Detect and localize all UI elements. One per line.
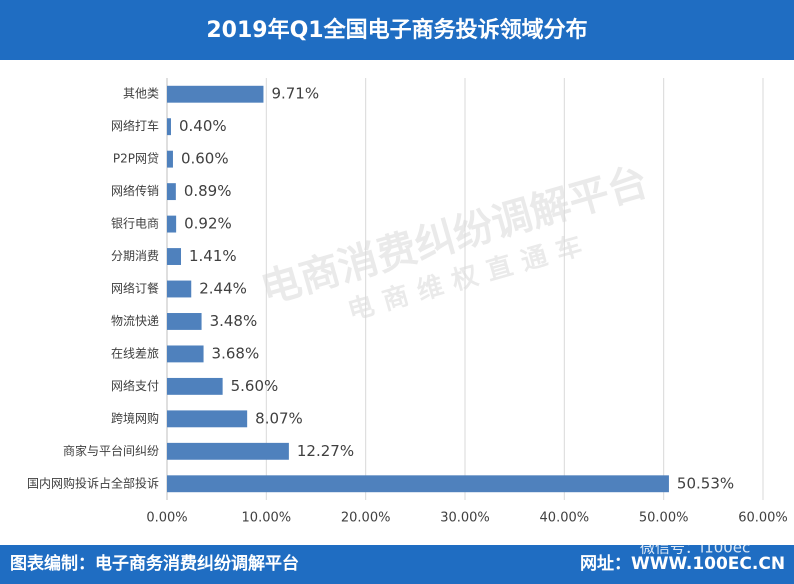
data-label: 1.41% <box>189 247 237 265</box>
data-label: 0.60% <box>181 150 229 168</box>
chart-title: 2019年Q1全国电子商务投诉领域分布 <box>206 17 587 43</box>
bar <box>167 313 202 330</box>
y-tick-label: 在线差旅 <box>111 346 159 360</box>
x-tick-label: 10.00% <box>242 511 292 526</box>
bar <box>167 442 289 460</box>
data-label: 9.71% <box>271 85 319 103</box>
footer-overlay: 微信号：i100ec <box>640 539 750 557</box>
bar <box>167 183 176 201</box>
y-tick-label: 银行电商 <box>111 216 159 231</box>
bar <box>167 280 192 298</box>
data-label: 12.27% <box>297 442 354 460</box>
y-tick-label: 物流快递 <box>111 314 159 328</box>
data-label: 3.68% <box>212 344 260 362</box>
x-tick-label: 50.00% <box>639 511 689 526</box>
y-tick-label: 分期消费 <box>111 249 159 263</box>
data-label: 0.40% <box>179 117 227 135</box>
bar <box>167 118 171 136</box>
y-tick-label: 网络传销 <box>111 183 159 198</box>
bar <box>167 475 669 493</box>
footer-right: 网址：WWW.100EC.CN <box>580 554 785 574</box>
data-label: 2.44% <box>199 280 247 298</box>
y-tick-label: 网络支付 <box>111 378 159 393</box>
bar <box>167 377 223 395</box>
data-label: 0.92% <box>184 215 232 233</box>
data-label: 50.53% <box>677 474 734 492</box>
x-tick-label: 60.00% <box>738 511 788 526</box>
data-label: 5.60% <box>231 377 279 395</box>
y-tick-label: 其他类 <box>123 87 159 101</box>
footer-bar <box>0 545 794 584</box>
bar <box>167 215 177 233</box>
bar <box>167 410 248 428</box>
y-tick-label: 网络打车 <box>111 118 159 133</box>
x-tick-label: 30.00% <box>440 511 490 526</box>
bar <box>167 345 204 363</box>
bar <box>167 85 264 103</box>
bar <box>167 248 182 265</box>
y-tick-label: 国内网购投诉占全部投诉 <box>27 475 159 490</box>
data-label: 8.07% <box>255 409 303 427</box>
bar <box>167 150 173 168</box>
title-bar <box>0 0 794 60</box>
x-tick-label: 20.00% <box>341 511 391 526</box>
y-tick-label: 网络订餐 <box>111 281 159 296</box>
y-tick-label: P2P网贷 <box>113 152 159 166</box>
y-tick-label: 商家与平台间纠纷 <box>63 443 159 458</box>
y-tick-label: 跨境网购 <box>111 410 159 425</box>
x-tick-label: 0.00% <box>146 511 187 526</box>
x-tick-label: 40.00% <box>540 511 590 526</box>
footer-left: 图表编制：电子商务消费纠纷调解平台 <box>10 553 299 574</box>
data-label: 0.89% <box>184 182 232 200</box>
data-label: 3.48% <box>210 312 258 330</box>
